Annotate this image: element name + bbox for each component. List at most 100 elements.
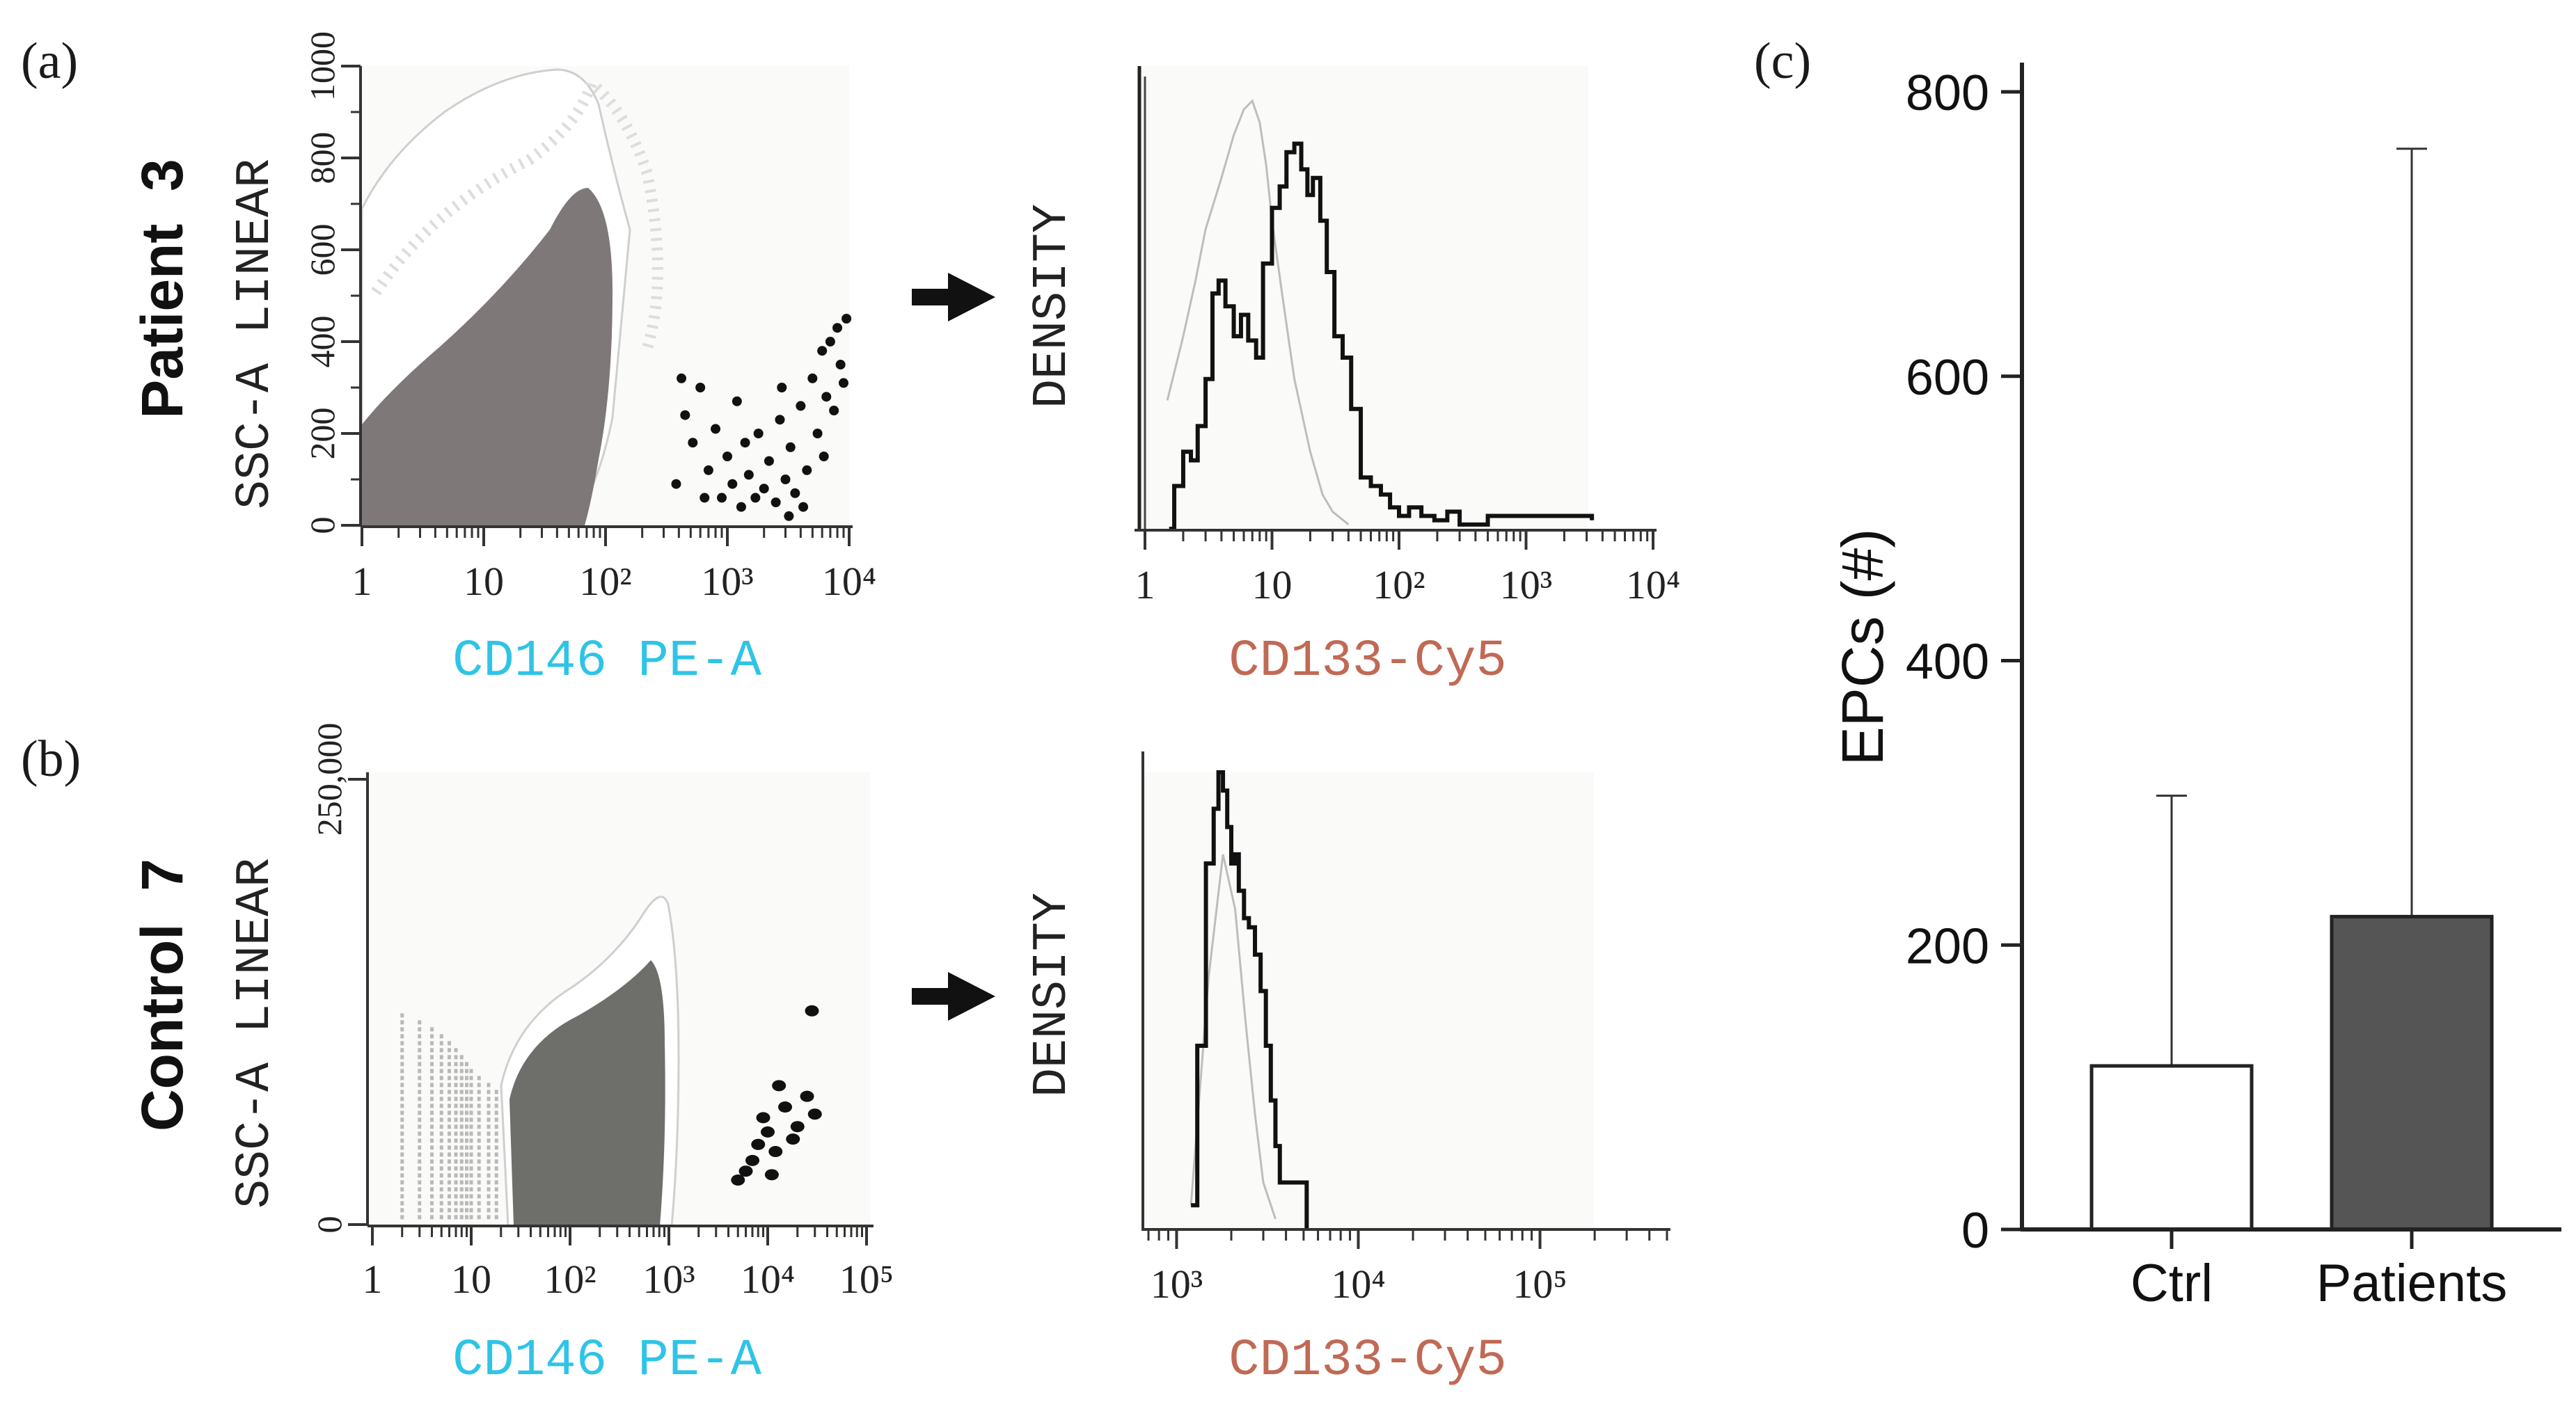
event-dot [764, 456, 774, 466]
scatter-plot-control: 1 10 10² 10³ 10⁴ 10⁵ 0 250,000 CD146 PE-A SSC-… [228, 723, 894, 1390]
event-dot [736, 502, 746, 512]
event-dot [750, 493, 761, 503]
x-axis-label: CD146 PE-A [452, 632, 762, 691]
y-axis-ticks: 0 200 400 600 800 [1906, 65, 2022, 1259]
event-dot [785, 442, 796, 452]
x-tick-label: 10 [1252, 562, 1293, 607]
event-dot [727, 479, 738, 489]
population-core [362, 188, 613, 525]
row-label-patient: Patient 3 [129, 159, 195, 418]
event-dot [829, 406, 839, 415]
y-tick-label: 250,000 [310, 723, 349, 836]
event-dot [807, 373, 818, 383]
y-tick-label: 0 [310, 1216, 349, 1234]
cell-population-cloud [361, 68, 663, 527]
x-tick-label: 10³ [642, 1257, 695, 1302]
bar-patients [2330, 914, 2494, 1232]
event-dot [821, 392, 832, 402]
y-axis-label: SSC-A LINEAR [228, 858, 283, 1209]
x-tick-label: 10² [579, 559, 631, 604]
event-dot [790, 488, 800, 498]
event-dot [800, 1090, 814, 1102]
event-dot [751, 1138, 766, 1150]
event-dot [732, 396, 742, 406]
event-dot [771, 497, 781, 507]
event-dot [761, 1126, 775, 1138]
event-dot [756, 1112, 771, 1124]
event-dot [790, 1121, 805, 1133]
event-dot [778, 1101, 793, 1113]
x-tick-label: 10⁵ [839, 1257, 894, 1302]
x-tick-label: 10 [464, 559, 504, 604]
y-tick-label: 1000 [303, 31, 342, 101]
y-tick-label: 200 [303, 408, 342, 460]
bar-ctrl [2089, 1064, 2254, 1232]
x-tick-label: 10³ [1151, 1261, 1203, 1307]
x-tick-label: Ctrl [2131, 1254, 2213, 1313]
x-tick-label: 1 [363, 1257, 383, 1302]
event-dot [807, 1108, 822, 1120]
event-dot [700, 493, 710, 503]
histogram-patient: 1 10 10² 10³ 10⁴ DENSITY CD133-Cy5 [1025, 66, 1680, 691]
x-axis-ticks: 1 10 10² 10³ 10⁴ [352, 527, 876, 604]
event-dot [688, 438, 698, 448]
bar-chart-epcs: 0 200 400 600 800 Ctrl Patients EPCs (#) [1830, 63, 2561, 1313]
x-axis-label: CD133-Cy5 [1228, 1332, 1507, 1390]
cell-population-cloud [500, 895, 680, 1227]
gated-epc-events [731, 1005, 822, 1186]
event-dot [812, 429, 823, 438]
event-dot [671, 479, 681, 489]
x-tick-label: 10⁴ [1626, 562, 1680, 607]
gated-epc-events [671, 314, 852, 521]
x-tick-label: 10² [544, 1257, 596, 1302]
event-dot [777, 383, 787, 392]
x-tick-label: 10² [1373, 562, 1425, 607]
y-axis-label: SSC-A LINEAR [228, 159, 283, 509]
event-dot [841, 314, 852, 324]
panel-b-label: (b) [21, 731, 81, 788]
event-dot [835, 360, 846, 369]
event-dot [780, 475, 791, 484]
x-tick-label: 10⁴ [822, 559, 876, 604]
y-tick-label: 800 [303, 132, 342, 184]
event-dot [731, 1174, 745, 1186]
scatter-plot-patient: 1 10 10² 10³ 10⁴ 0 200 400 600 800 1000 CD146 PE-… [228, 31, 876, 691]
x-tick-label: 10³ [1500, 562, 1552, 607]
event-dot [768, 1146, 783, 1158]
x-axis-ticks: 10³ 10⁴ 10⁵ [1147, 1229, 1668, 1307]
event-dot [759, 484, 769, 494]
event-dot [711, 424, 721, 434]
event-dot [825, 337, 835, 346]
y-axis-ticks: 0 250,000 [310, 723, 368, 1234]
y-tick-label: 400 [303, 316, 342, 368]
event-dot [772, 1080, 787, 1092]
event-dot [680, 410, 690, 420]
x-tick-label: 1 [1135, 562, 1155, 607]
arrow-head [948, 972, 995, 1021]
y-tick-label: 600 [1906, 350, 1989, 406]
event-dot [753, 429, 764, 438]
event-dot [764, 1169, 779, 1181]
x-tick-label: 10⁴ [741, 1257, 795, 1302]
x-tick-label: 10³ [701, 559, 753, 604]
isotype-control-curve [1190, 854, 1277, 1220]
event-dot [743, 470, 754, 480]
y-tick-label: 800 [1906, 65, 1989, 121]
y-axis-ticks: 0 200 400 600 800 1000 [303, 31, 361, 534]
row-label-control: Control 7 [129, 859, 195, 1131]
arrow-head [948, 273, 995, 321]
x-tick-label: 1 [352, 559, 372, 604]
y-axis-label: EPCs (#) [1830, 529, 1895, 766]
event-dot [802, 465, 812, 475]
event-dot [817, 346, 828, 356]
low-intensity-streaks [400, 1010, 498, 1220]
y-tick-label: 400 [1906, 635, 1989, 690]
event-dot [798, 502, 809, 512]
y-tick-label: 200 [1906, 918, 1989, 974]
event-dot [745, 1154, 760, 1166]
event-dot [738, 1165, 753, 1177]
y-tick-label: 0 [303, 517, 342, 534]
x-axis-ticks: 1 10 10² 10³ 10⁴ [1135, 530, 1680, 607]
x-tick-label: 10⁴ [1331, 1261, 1385, 1307]
